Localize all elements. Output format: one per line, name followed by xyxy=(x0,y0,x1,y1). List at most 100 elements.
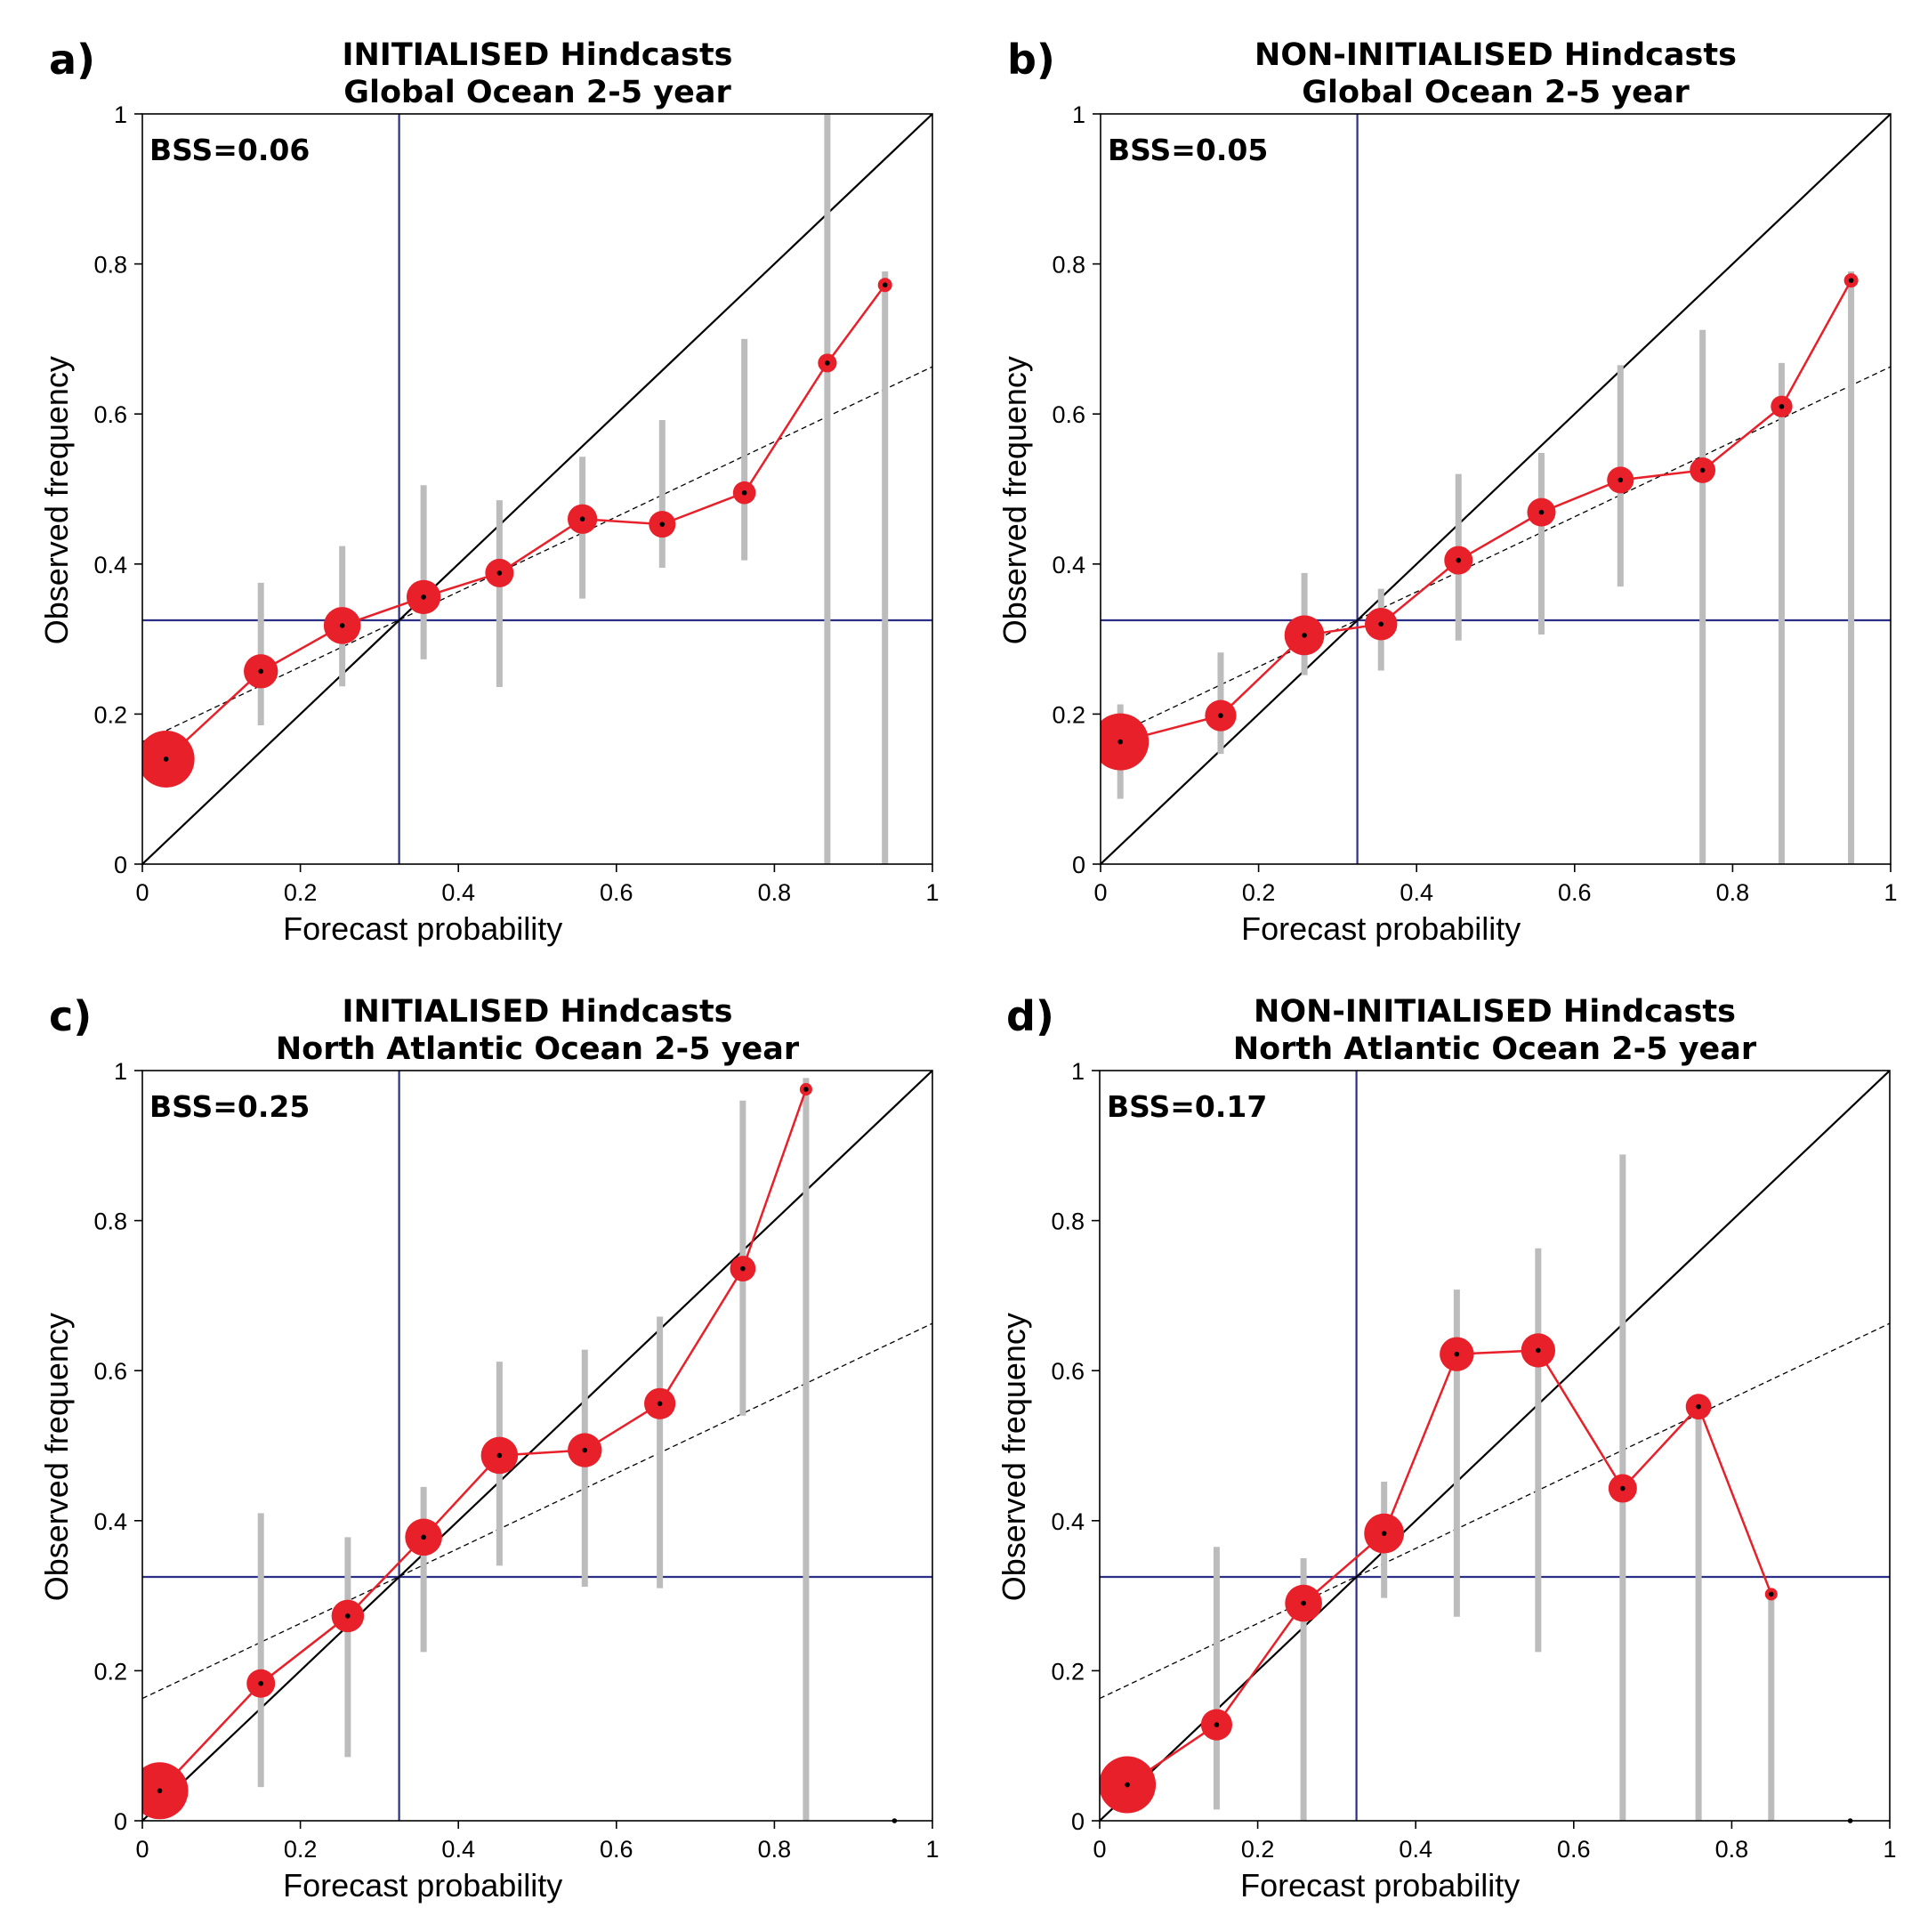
x-tick-label: 0.8 xyxy=(1716,879,1750,906)
data-point-center xyxy=(1454,1351,1460,1357)
bss-annotation: BSS=0.05 xyxy=(1108,133,1268,167)
y-tick-label: 0 xyxy=(1072,852,1085,878)
panel-title-line: NON-INITIALISED Hindcasts xyxy=(1254,37,1737,73)
data-point-center xyxy=(258,1680,264,1686)
x-tick-label: 0 xyxy=(135,1836,149,1863)
data-point-center xyxy=(421,594,426,600)
y-tick-label: 1 xyxy=(114,1058,127,1085)
y-axis-label: Observed frequency xyxy=(38,356,75,644)
x-axis-label: Forecast probability xyxy=(1240,1867,1520,1904)
reliability-curve xyxy=(1119,279,1852,743)
data-point-center xyxy=(1538,509,1545,515)
panel-title-line: North Atlantic Ocean 2-5 year xyxy=(276,1031,800,1067)
x-tick-label: 0.4 xyxy=(441,1836,475,1863)
data-point-center xyxy=(582,1447,588,1453)
data-point-center xyxy=(1617,477,1624,483)
y-tick-label: 0.6 xyxy=(1052,401,1085,428)
data-point-center xyxy=(1696,1403,1701,1410)
x-tick-label: 0.4 xyxy=(1399,1836,1432,1863)
y-tick-label: 1 xyxy=(114,101,127,128)
x-tick-label: 0.6 xyxy=(1558,879,1592,906)
x-tick-label: 1 xyxy=(925,1836,939,1863)
plot-area xyxy=(1100,1071,1890,1821)
y-tick-label: 0 xyxy=(114,852,127,878)
x-tick-label: 0.8 xyxy=(758,1836,792,1863)
perfect-reliability-line xyxy=(142,1071,932,1821)
y-tick-label: 0.4 xyxy=(93,552,127,578)
data-point-center xyxy=(1848,278,1854,283)
perfect-reliability-line xyxy=(142,114,932,864)
data-point-center xyxy=(1769,1591,1774,1597)
x-tick-label: 0.6 xyxy=(600,879,633,906)
panel-letter: b) xyxy=(1007,36,1055,84)
y-tick-label: 0 xyxy=(1071,1808,1085,1835)
x-axis-label: Forecast probability xyxy=(283,910,562,947)
y-tick-label: 0 xyxy=(114,1808,127,1835)
x-tick-label: 0.6 xyxy=(1557,1836,1591,1863)
data-point-center xyxy=(163,756,169,762)
panel-c: 0 0.2 0.4 0.6 0.8 1 0 0.2 0.4 0.6 0.8 1 Forecast pro… xyxy=(38,992,940,1904)
data-point-center xyxy=(496,1452,503,1459)
bss-annotation: BSS=0.06 xyxy=(149,133,310,167)
x-tick-label: 0.2 xyxy=(284,1836,318,1863)
panel-title-line: INITIALISED Hindcasts xyxy=(342,37,732,73)
data-point-center xyxy=(579,516,585,522)
y-tick-label: 0.8 xyxy=(1052,252,1085,279)
y-axis-label: Observed frequency xyxy=(996,1313,1032,1601)
y-tick-label: 1 xyxy=(1072,101,1085,128)
panel-title-line: NON-INITIALISED Hindcasts xyxy=(1254,994,1736,1030)
data-point-center xyxy=(1536,1347,1541,1354)
y-tick-label: 0.2 xyxy=(93,701,127,728)
data-point-center xyxy=(345,1613,351,1619)
data-point-center xyxy=(741,489,747,496)
data-point-center xyxy=(157,1788,163,1794)
plot-area xyxy=(142,1071,932,1821)
panel-title-line: Global Ocean 2-5 year xyxy=(343,75,731,110)
y-tick-label: 0.2 xyxy=(1052,701,1085,728)
x-tick-label: 0.4 xyxy=(441,879,475,906)
x-tick-label: 1 xyxy=(1884,879,1897,906)
plot-area xyxy=(1101,114,1891,864)
y-tick-label: 1 xyxy=(1071,1058,1085,1085)
x-tick-label: 0.2 xyxy=(1242,879,1276,906)
x-tick-label: 0 xyxy=(1093,879,1107,906)
panel-title-line: Global Ocean 2-5 year xyxy=(1302,75,1690,110)
data-point-center xyxy=(1779,403,1785,409)
perfect-reliability-line xyxy=(1101,114,1891,864)
reliability-curve xyxy=(165,284,886,760)
y-tick-label: 0.8 xyxy=(93,1209,127,1235)
x-tick-label: 0 xyxy=(1093,1836,1106,1863)
panel-a: 0 0.2 0.4 0.6 0.8 1 0 0.2 0.4 0.6 0.8 1 Forecast pro… xyxy=(38,36,940,947)
x-tick-label: 0.4 xyxy=(1400,879,1433,906)
y-tick-label: 0.4 xyxy=(93,1508,127,1535)
data-point-center xyxy=(339,623,345,628)
y-tick-label: 0.4 xyxy=(1051,1508,1085,1535)
bss-annotation: BSS=0.17 xyxy=(1107,1089,1267,1124)
x-axis-label: Forecast probability xyxy=(283,1867,562,1904)
y-tick-label: 0.2 xyxy=(1051,1658,1085,1685)
data-point-center xyxy=(258,668,264,675)
data-point-center xyxy=(1620,1485,1626,1491)
y-tick-label: 0.8 xyxy=(1051,1209,1085,1235)
perfect-reliability-line xyxy=(1100,1071,1890,1821)
x-tick-label: 0 xyxy=(135,879,149,906)
x-tick-label: 0.8 xyxy=(1715,1836,1749,1863)
data-point-center xyxy=(1378,621,1384,627)
data-point-center xyxy=(882,282,888,288)
data-point-center xyxy=(659,521,666,527)
data-point-center xyxy=(825,360,830,366)
data-point-center xyxy=(657,1401,663,1407)
data-point-center xyxy=(1381,1531,1387,1536)
no-skill-line xyxy=(1100,1322,1890,1700)
plot-frame xyxy=(141,113,933,865)
plot-frame xyxy=(1099,1070,1891,1822)
x-tick-label: 0.8 xyxy=(758,879,792,906)
y-tick-label: 0.2 xyxy=(93,1658,127,1685)
y-axis-label: Observed frequency xyxy=(996,356,1033,644)
panel-title-line: North Atlantic Ocean 2-5 year xyxy=(1233,1031,1757,1067)
panel-b: 0 0.2 0.4 0.6 0.8 1 0 0.2 0.4 0.6 0.8 1 Forecast pro… xyxy=(996,36,1898,947)
x-tick-label: 1 xyxy=(1883,1836,1896,1863)
y-tick-label: 0.8 xyxy=(93,252,127,279)
panel-letter: a) xyxy=(49,36,95,84)
